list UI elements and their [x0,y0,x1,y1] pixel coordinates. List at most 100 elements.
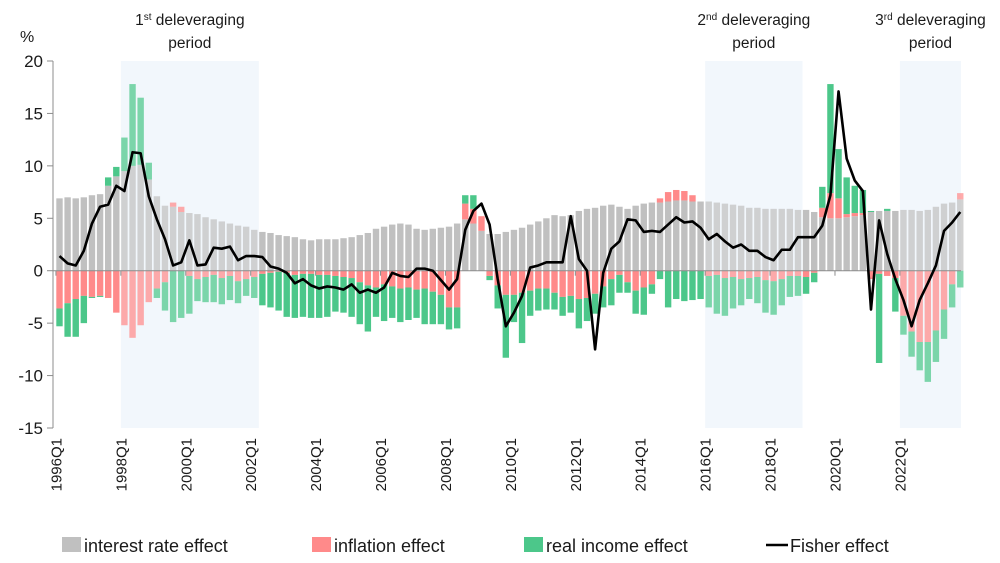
inflation-bar [940,270,948,310]
inflation-bar [380,270,388,285]
inflation-bar [851,213,858,217]
interest-rate-bar [851,216,858,271]
x-tick-label: 2004Q1 [308,438,325,491]
real-income-bar [315,274,323,318]
interest-rate-bar [332,239,339,271]
interest-rate-bar [96,194,104,271]
real-income-bar [786,275,794,297]
inflation-bar [746,270,753,279]
real-income-bar [518,292,526,344]
y-tick-label: -10 [18,367,43,386]
interest-rate-bar [664,201,672,271]
real-income-bar [275,271,282,311]
inflation-bar [551,270,558,293]
interest-rate-bar [275,235,282,271]
interest-rate-bar [364,232,372,271]
interest-rate-bar [811,211,818,271]
real-income-bar [283,272,290,317]
inflation-bar [526,270,534,291]
interest-rate-bar [575,210,583,271]
inflation-bar [884,270,891,276]
legend-swatch [62,537,81,552]
period-ordinal-suffix: st [144,12,152,23]
interest-rate-bar [104,185,112,271]
y-tick-label: 10 [24,157,43,176]
real-income-bar [851,185,858,214]
inflation-bar [405,270,412,288]
real-income-bar [916,342,923,371]
period-label-1: 1st deleveraging [135,12,244,30]
interest-rate-bar [502,231,510,271]
inflation-bar [80,270,88,296]
real-income-bar [470,195,477,209]
real-income-bar [202,277,209,303]
interest-rate-bar [518,227,526,271]
interest-rate-bar [453,223,461,271]
real-income-bar [413,289,420,318]
inflation-bar [624,270,631,283]
y-tick-label: -15 [18,419,43,438]
real-income-bar [372,287,380,317]
real-income-bar [72,299,79,337]
stacked-bars [56,84,964,382]
real-income-bar [259,273,266,306]
real-income-bar [340,277,347,313]
inflation-bar [315,270,323,275]
real-income-bar [827,84,834,194]
inflation-bar [640,270,647,288]
interest-rate-bar [80,197,88,271]
interest-rate-bar [729,204,737,271]
interest-rate-bar [526,224,534,271]
real-income-bar [307,273,315,318]
interest-rate-bar [129,165,136,271]
real-income-bar [169,270,177,323]
inflation-bar [681,191,688,201]
interest-rate-bar [819,217,826,271]
axes [47,60,961,429]
inflation-bar [413,270,420,290]
inflation-bar [502,270,510,295]
inflation-bar [153,270,161,289]
interest-rate-bar [389,224,396,271]
real-income-bar [794,275,802,296]
interest-rate-bar [315,239,323,271]
interest-rate-bar [884,210,891,271]
inflation-bar [811,270,818,273]
inflation-bar [64,270,71,304]
inflation-bar [194,270,201,280]
real-income-bar [875,273,883,363]
inflation-bar [535,270,542,289]
inflation-bar [259,270,266,274]
interest-rate-bar [413,228,420,271]
x-tick-label: 1998Q1 [113,438,130,491]
real-income-bar [96,295,104,297]
inflation-bar [307,270,315,274]
interest-rate-bar [648,202,656,271]
inflation-bar [819,207,826,218]
inflation-bar [948,270,956,285]
inflation-bar [835,198,842,219]
inflation-bar [737,270,745,280]
inflation-bar [218,270,225,279]
interest-rate-bar [291,237,299,271]
period-shade-2 [705,61,803,428]
inflation-bar [226,270,234,276]
inflation-bar [356,270,363,283]
interest-rate-bar [380,226,388,271]
x-tick-label: 2020Q1 [827,438,844,491]
real-income-bar [892,278,899,312]
interest-rate-bar [802,209,810,271]
inflation-bar [291,270,299,275]
interest-rate-bar [462,219,469,271]
inflation-bar [470,208,477,224]
inflation-bar [186,270,193,276]
inflation-bar [486,270,493,276]
inflation-bar [72,270,79,300]
real-income-bar [656,270,664,280]
interest-rate-bar [567,215,574,271]
inflation-bar [616,270,623,275]
inflation-bar [234,270,242,282]
inflation-bar [892,270,899,279]
interest-rate-bar [713,202,721,271]
inflation-bar [145,270,152,303]
